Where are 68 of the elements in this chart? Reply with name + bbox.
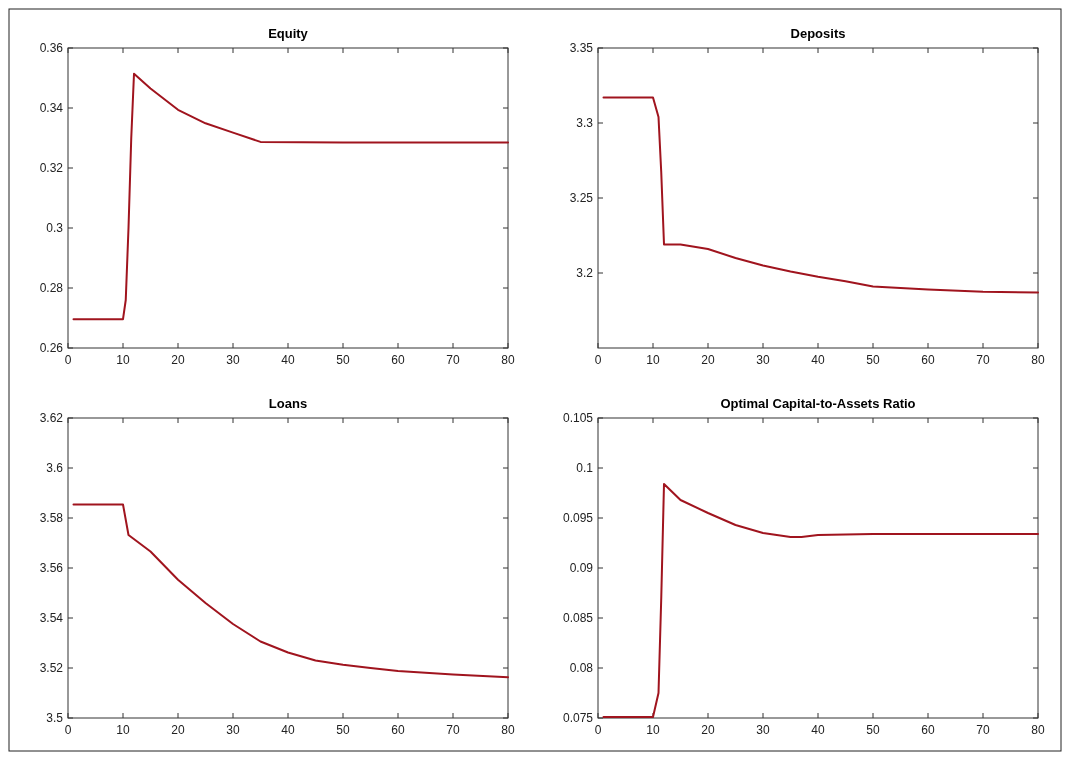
x-tick-label: 70 (976, 353, 990, 367)
y-tick-label: 3.62 (39, 411, 64, 425)
x-tick-label: 60 (921, 353, 935, 367)
y-tick-label: 3.58 (39, 511, 64, 525)
x-tick-label: 0 (64, 353, 72, 367)
chart-title: Optimal Capital-to-Assets Ratio (720, 396, 916, 411)
x-tick-label: 50 (336, 723, 350, 737)
y-tick-label: 0.08 (569, 661, 594, 675)
y-tick-label: 0.095 (562, 511, 594, 525)
chart-title: Deposits (790, 26, 846, 41)
x-tick-label: 60 (391, 353, 405, 367)
x-tick-label: 20 (701, 723, 715, 737)
y-tick-label: 3.25 (569, 191, 594, 205)
y-tick-label: 3.5 (46, 711, 64, 725)
line-series (72, 72, 509, 321)
x-tick-label: 70 (446, 723, 460, 737)
x-tick-label: 50 (866, 353, 880, 367)
x-tick-label: 60 (921, 723, 935, 737)
y-tick-label: 0.085 (562, 611, 594, 625)
y-tick-label: 0.105 (562, 411, 594, 425)
y-tick-label: 0.075 (562, 711, 594, 725)
y-tick-label: 0.28 (39, 281, 64, 295)
x-tick-label: 0 (594, 723, 602, 737)
x-tick-label: 70 (446, 353, 460, 367)
x-tick-label: 40 (811, 353, 825, 367)
y-tick-label: 3.3 (576, 116, 594, 130)
line-series (72, 503, 509, 679)
y-tick-label: 3.52 (39, 661, 64, 675)
y-tick-label: 0.34 (39, 101, 64, 115)
x-tick-label: 80 (501, 353, 515, 367)
x-tick-label: 50 (336, 353, 350, 367)
x-tick-label: 80 (501, 723, 515, 737)
x-tick-label: 80 (1031, 353, 1045, 367)
y-tick-label: 0.1 (576, 461, 594, 475)
y-tick-label: 3.6 (46, 461, 64, 475)
x-tick-label: 20 (171, 353, 185, 367)
x-tick-label: 10 (646, 353, 660, 367)
y-tick-label: 3.2 (576, 266, 594, 280)
x-tick-label: 70 (976, 723, 990, 737)
y-tick-label: 0.26 (39, 341, 64, 355)
x-tick-label: 40 (811, 723, 825, 737)
x-tick-label: 10 (116, 353, 130, 367)
y-tick-label: 0.36 (39, 41, 64, 55)
y-tick-label: 0.32 (39, 161, 64, 175)
x-tick-label: 80 (1031, 723, 1045, 737)
chart-title: Loans (268, 396, 308, 411)
chart-title: Equity (268, 26, 309, 41)
y-tick-label: 0.3 (46, 221, 64, 235)
y-tick-label: 0.09 (569, 561, 594, 575)
x-tick-label: 40 (281, 353, 295, 367)
x-tick-label: 30 (226, 353, 240, 367)
x-tick-label: 10 (116, 723, 130, 737)
y-tick-label: 3.54 (39, 611, 64, 625)
x-tick-label: 50 (866, 723, 880, 737)
line-series (602, 96, 1039, 294)
x-tick-label: 40 (281, 723, 295, 737)
x-tick-label: 0 (594, 353, 602, 367)
x-tick-label: 20 (171, 723, 185, 737)
y-tick-label: 3.56 (39, 561, 64, 575)
x-tick-label: 30 (756, 353, 770, 367)
line-series (602, 483, 1039, 718)
x-tick-label: 20 (701, 353, 715, 367)
y-tick-label: 3.35 (569, 41, 594, 55)
x-tick-label: 60 (391, 723, 405, 737)
x-tick-label: 10 (646, 723, 660, 737)
x-tick-label: 30 (226, 723, 240, 737)
x-tick-label: 30 (756, 723, 770, 737)
x-tick-label: 0 (64, 723, 72, 737)
